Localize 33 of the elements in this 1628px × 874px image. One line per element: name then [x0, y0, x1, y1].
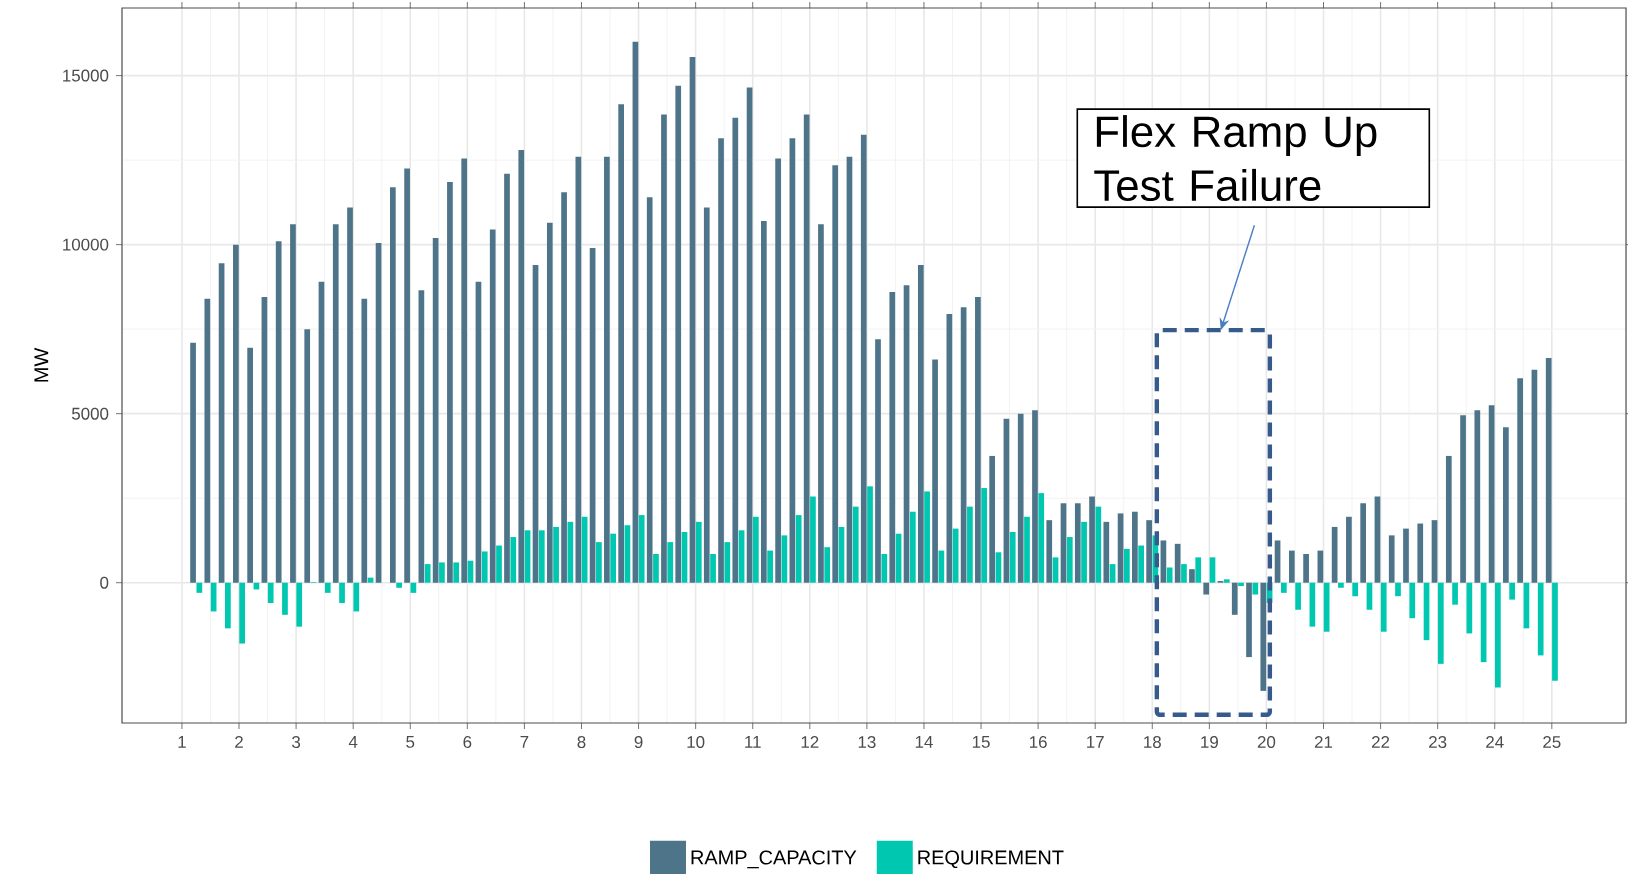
x-tick-label: 19: [1201, 736, 1218, 749]
x-tick-label: 12: [801, 736, 819, 748]
y-axis-title: MW: [34, 347, 49, 382]
x-tick-label: 16: [1029, 736, 1047, 749]
x-tick-label: 13: [858, 736, 876, 749]
legend-label: RAMP_CAPACITY: [691, 850, 857, 869]
legend-label: REQUIREMENT: [918, 850, 1064, 869]
x-tick-label: 9: [634, 736, 643, 749]
x-tick-label: 3: [292, 736, 301, 749]
x-tick-label: 6: [463, 736, 472, 749]
y-tick-label: 5000: [71, 407, 109, 420]
annotation: Flex Ramp Up Test Failure: [1094, 115, 1377, 202]
x-tick-label: 4: [348, 736, 358, 748]
x-tick-label: 21: [1314, 736, 1333, 748]
y-tick-label: 15000: [63, 69, 109, 82]
x-tick-label: 8: [577, 736, 586, 749]
x-tick-label: 20: [1257, 736, 1276, 749]
x-tick-label: 22: [1372, 736, 1390, 748]
x-tick-label: 2: [235, 736, 243, 748]
x-tick-label: 15: [972, 736, 990, 748]
y-tick-label: 0: [100, 576, 109, 589]
x-tick-label: 10: [687, 736, 705, 749]
x-tick-label: 25: [1543, 736, 1561, 749]
y-tick-label: 10000: [63, 238, 109, 251]
x-tick-label: 11: [745, 736, 761, 748]
x-tick-label: 17: [1087, 736, 1104, 748]
x-tick-label: 24: [1486, 736, 1504, 748]
x-tick-label: 5: [406, 736, 415, 748]
x-tick-label: 14: [915, 736, 933, 748]
x-tick-label: 18: [1144, 736, 1161, 749]
x-tick-label: 1: [178, 736, 186, 748]
x-tick-label: 23: [1429, 736, 1447, 749]
x-tick-label: 7: [520, 736, 529, 748]
